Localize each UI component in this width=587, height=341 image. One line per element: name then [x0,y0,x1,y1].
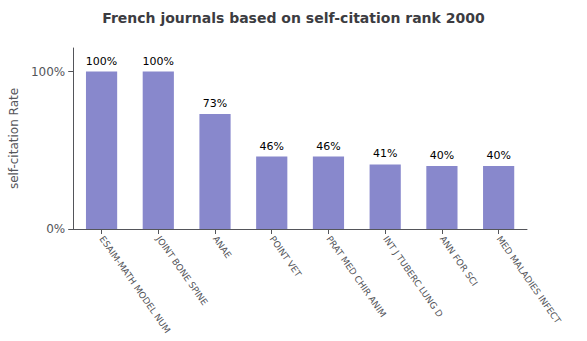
svg-text:ANAE: ANAE [211,234,234,260]
svg-text:0%: 0% [46,222,65,236]
svg-text:40%: 40% [486,149,510,162]
svg-text:73%: 73% [203,97,227,110]
svg-text:100%: 100% [143,55,174,68]
svg-text:41%: 41% [373,147,397,160]
svg-text:MED MALADIES INFECT: MED MALADIES INFECT [495,234,563,326]
svg-text:100%: 100% [86,55,117,68]
svg-text:French journals based on self-: French journals based on self-citation r… [102,10,485,26]
svg-text:100%: 100% [31,65,65,79]
svg-text:JOINT BONE SPINE: JOINT BONE SPINE [154,233,210,307]
svg-text:46%: 46% [316,140,340,153]
svg-text:POINT VET: POINT VET [268,234,304,279]
svg-text:ESAIM-MATH MODEL NUM: ESAIM-MATH MODEL NUM [97,234,173,335]
svg-text:40%: 40% [430,149,454,162]
svg-text:INT J TUBERC LUNG D: INT J TUBERC LUNG D [381,234,445,319]
svg-text:46%: 46% [260,140,284,153]
svg-text:PRAT MED CHIR ANIM: PRAT MED CHIR ANIM [324,234,388,319]
svg-text:ANN FOR SCI: ANN FOR SCI [438,234,480,288]
svg-text:self-citation Rate: self-citation Rate [7,88,21,189]
